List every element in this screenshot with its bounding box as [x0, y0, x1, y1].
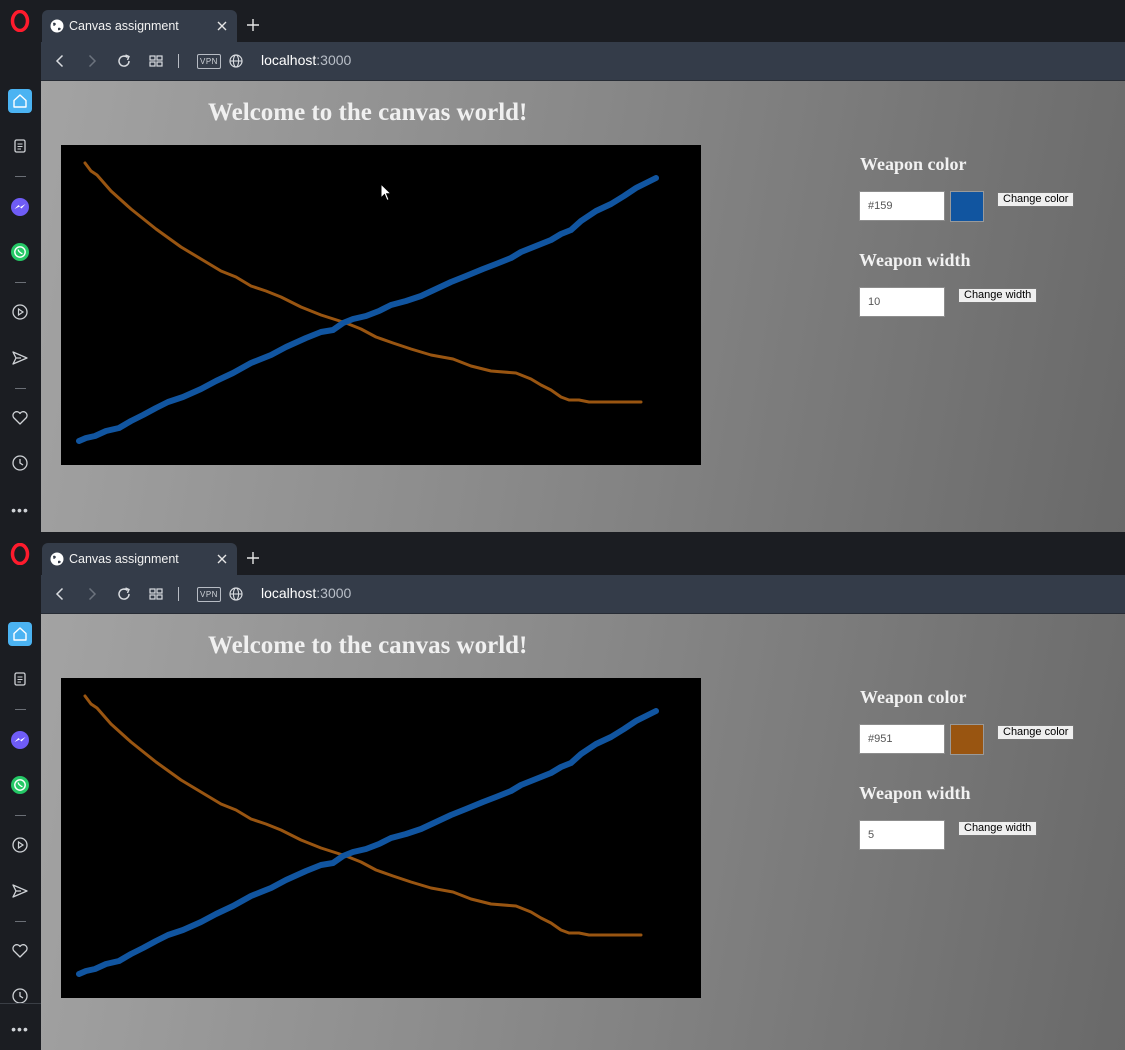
page-title: Welcome to the canvas world! [208, 99, 528, 126]
reload-icon[interactable] [116, 53, 132, 69]
news-icon[interactable] [8, 667, 32, 691]
reload-icon[interactable] [116, 586, 132, 602]
vpn-badge[interactable]: VPN [197, 54, 221, 69]
sidebar: ••• [0, 533, 42, 1050]
close-icon[interactable] [215, 552, 229, 566]
whatsapp-icon[interactable] [8, 773, 32, 797]
news-icon[interactable] [8, 134, 32, 158]
change-color-button[interactable]: Change color [997, 725, 1075, 740]
messenger-icon[interactable] [8, 728, 32, 752]
weapon-color-input[interactable]: #159 [859, 191, 945, 221]
blue-stroke [76, 708, 659, 977]
grid-icon[interactable] [148, 586, 164, 602]
brown-stroke [83, 161, 643, 404]
whatsapp-icon[interactable] [8, 240, 32, 264]
url-host: localhost [261, 52, 317, 68]
browser-window-2: ••• Canvas assignment VPN localhost:3000… [0, 533, 1125, 1050]
new-tab-plus-icon[interactable] [245, 17, 261, 33]
sidebar: ••• [0, 0, 42, 532]
grid-icon[interactable] [148, 53, 164, 69]
weapon-width-input[interactable]: 5 [859, 820, 945, 850]
drawing-canvas[interactable] [61, 678, 701, 998]
page-content: Welcome to the canvas world! Weapon colo… [41, 614, 1125, 1050]
tab-canvas-assignment[interactable]: Canvas assignment [42, 10, 237, 42]
forward-icon[interactable] [84, 53, 100, 69]
address-bar[interactable]: localhost:3000 [261, 585, 351, 601]
page-content: Welcome to the canvas world! Weapon colo… [41, 81, 1125, 532]
url-host: localhost [261, 585, 317, 601]
vpn-badge[interactable]: VPN [197, 587, 221, 602]
url-port: :3000 [316, 585, 352, 601]
history-icon[interactable] [8, 451, 32, 475]
page-title: Welcome to the canvas world! [208, 632, 528, 659]
tab-strip: Canvas assignment [41, 533, 1125, 575]
more-icon[interactable]: ••• [11, 502, 29, 518]
brown-stroke [83, 694, 643, 937]
site-globe-icon[interactable] [228, 53, 244, 69]
browser-window-1: ••• Canvas assignment VPN localhost:3000… [0, 0, 1125, 532]
toolbar-divider [178, 54, 179, 68]
mouse-cursor-icon [380, 183, 392, 202]
player-icon[interactable] [8, 300, 32, 324]
site-globe-icon[interactable] [228, 586, 244, 602]
home-icon[interactable] [8, 622, 32, 646]
color-swatch[interactable] [950, 724, 984, 755]
tab-title: Canvas assignment [69, 19, 179, 33]
weapon-width-heading: Weapon width [859, 783, 971, 803]
opera-logo-icon[interactable] [10, 543, 30, 565]
color-swatch[interactable] [950, 191, 984, 222]
browser-toolbar: VPN localhost:3000 [41, 575, 1125, 614]
tab-title: Canvas assignment [69, 552, 179, 566]
browser-toolbar: VPN localhost:3000 [41, 42, 1125, 81]
player-icon[interactable] [8, 833, 32, 857]
new-tab-plus-icon[interactable] [245, 550, 261, 566]
home-icon[interactable] [8, 89, 32, 113]
toolbar-divider [178, 587, 179, 601]
change-color-button[interactable]: Change color [997, 192, 1075, 207]
weapon-color-heading: Weapon color [860, 154, 967, 174]
messenger-icon[interactable] [8, 195, 32, 219]
forward-icon[interactable] [84, 586, 100, 602]
tab-strip: Canvas assignment [41, 0, 1125, 42]
weapon-color-heading: Weapon color [860, 687, 967, 707]
weapon-color-input[interactable]: #951 [859, 724, 945, 754]
blue-stroke [76, 175, 659, 444]
history-icon[interactable] [8, 984, 32, 1008]
back-icon[interactable] [52, 53, 68, 69]
globe-icon [50, 552, 64, 566]
send-icon[interactable] [8, 346, 32, 370]
close-icon[interactable] [215, 19, 229, 33]
globe-icon [50, 19, 64, 33]
more-icon[interactable]: ••• [11, 1021, 29, 1037]
weapon-width-input[interactable]: 10 [859, 287, 945, 317]
weapon-width-heading: Weapon width [859, 250, 971, 270]
send-icon[interactable] [8, 879, 32, 903]
heart-icon[interactable] [8, 406, 32, 430]
opera-logo-icon[interactable] [10, 10, 30, 32]
heart-icon[interactable] [8, 939, 32, 963]
back-icon[interactable] [52, 586, 68, 602]
address-bar[interactable]: localhost:3000 [261, 52, 351, 68]
tab-canvas-assignment[interactable]: Canvas assignment [42, 543, 237, 575]
change-width-button[interactable]: Change width [958, 821, 1038, 836]
url-port: :3000 [316, 52, 352, 68]
change-width-button[interactable]: Change width [958, 288, 1038, 303]
